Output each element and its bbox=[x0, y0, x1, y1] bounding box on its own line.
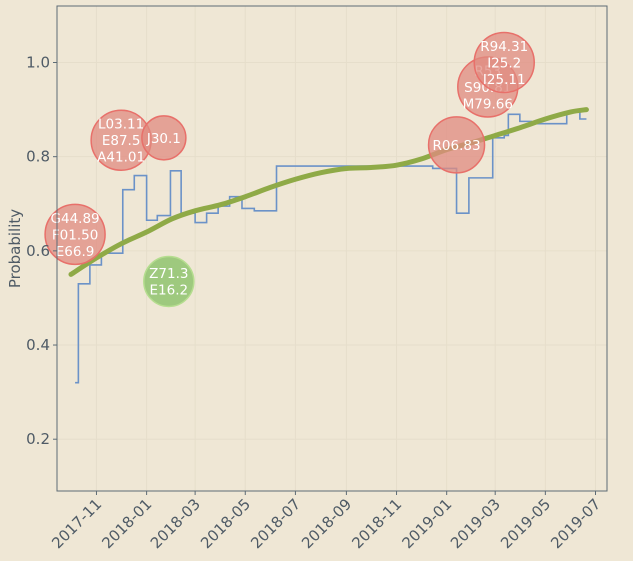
y-tick-label: 0.4 bbox=[26, 336, 50, 354]
annotation-circle bbox=[44, 203, 106, 266]
annotation-label: E16.2 bbox=[150, 283, 189, 299]
annotation-circle bbox=[427, 116, 486, 174]
y-tick-label: 0.6 bbox=[26, 242, 50, 260]
y-axis-ticks: 0.2 0.4 0.6 0.8 1.0 bbox=[26, 54, 57, 448]
smooth-series-path bbox=[68, 107, 589, 277]
annotation-label: F01.50 bbox=[52, 227, 98, 243]
annotation-bubble: R06.83 bbox=[427, 116, 486, 174]
annotation-circle bbox=[141, 115, 187, 161]
annotation-label: J30.1 bbox=[146, 131, 181, 147]
annotation-circle bbox=[473, 31, 535, 94]
annotation-bubble: J30.1 bbox=[141, 115, 187, 161]
annotation-label: Z71.3 bbox=[149, 266, 188, 282]
annotation-label: I25.11 bbox=[483, 72, 526, 88]
y-tick-label: 0.2 bbox=[26, 430, 50, 448]
annotation-label: A41.01 bbox=[97, 150, 145, 166]
annotation-label: I25.2 bbox=[487, 56, 521, 72]
annotation-label: L03.11 bbox=[98, 117, 144, 133]
annotation-label: R06.83 bbox=[433, 138, 481, 154]
series-smooth-line bbox=[68, 107, 589, 277]
y-tick-label: 1.0 bbox=[26, 54, 50, 72]
annotation-label: M79.66 bbox=[463, 96, 513, 112]
annotation-label: E66.9 bbox=[56, 244, 95, 260]
annotation-label: E87.5 bbox=[102, 133, 141, 149]
plot-frame bbox=[56, 5, 608, 492]
annotation-label: R94.31 bbox=[480, 39, 528, 55]
annotation-circle bbox=[143, 255, 195, 308]
y-tick-label: 0.8 bbox=[26, 148, 50, 166]
y-axis-title: Probability bbox=[6, 209, 24, 288]
annotation-label: G44.89 bbox=[51, 211, 100, 227]
